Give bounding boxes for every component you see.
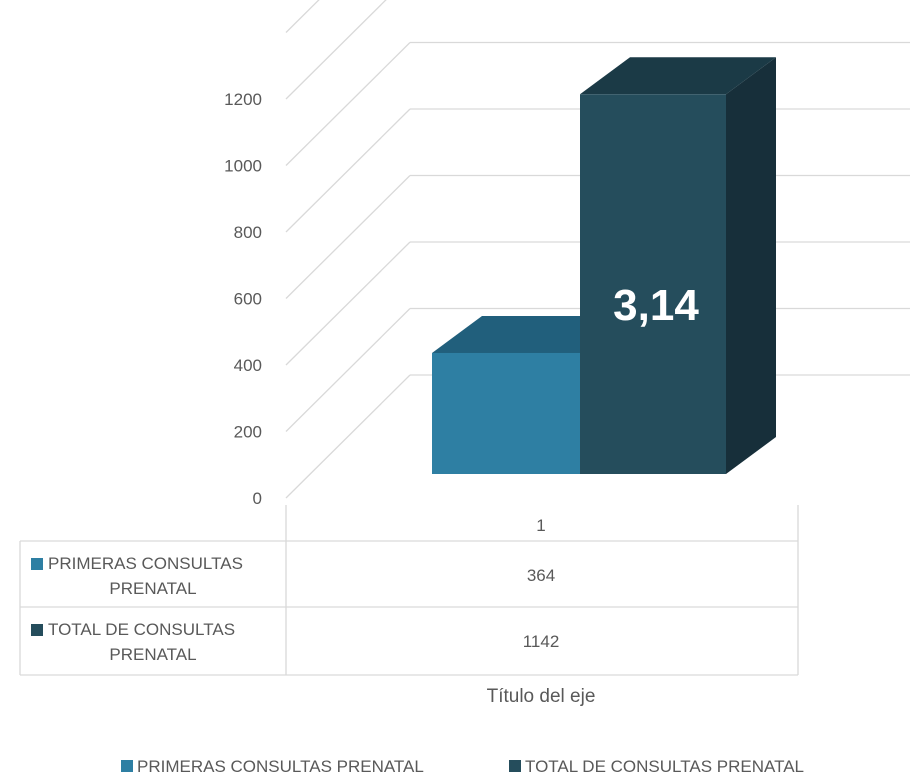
gridline bbox=[285, 241, 411, 366]
legend-swatch bbox=[121, 760, 133, 772]
gridline bbox=[285, 108, 411, 233]
gridline bbox=[285, 0, 387, 100]
legend-label: TOTAL DE CONSULTAS PRENATAL bbox=[525, 757, 804, 776]
bar-front bbox=[432, 352, 580, 474]
gridline bbox=[285, 175, 411, 299]
bar-top bbox=[580, 57, 776, 95]
x-axis-title: Título del eje bbox=[487, 686, 596, 707]
gridline bbox=[285, 42, 411, 166]
y-tick-label: 1000 bbox=[224, 157, 262, 176]
table-legend-swatch bbox=[31, 624, 43, 636]
bar-front bbox=[580, 94, 726, 474]
table-row-label: PRENATAL bbox=[109, 645, 196, 664]
gridline bbox=[285, 374, 411, 499]
legend-swatch bbox=[509, 760, 521, 772]
annotation-label: 3,14 bbox=[613, 281, 699, 330]
bars bbox=[432, 57, 776, 474]
gridline bbox=[285, 0, 320, 33]
y-tick-label: 1200 bbox=[224, 90, 262, 109]
y-tick-label: 200 bbox=[234, 423, 262, 442]
bar-side bbox=[726, 57, 776, 474]
y-tick-label: 800 bbox=[234, 223, 262, 242]
table-category-label: 1 bbox=[536, 516, 545, 535]
gridline bbox=[285, 308, 411, 432]
y-tick-label: 600 bbox=[234, 290, 262, 309]
y-tick-label: 400 bbox=[234, 356, 262, 375]
bar-series-2 bbox=[580, 57, 776, 474]
data-table: 1 PRIMERAS CONSULTAS PRENATAL 364 TOTAL DE C… bbox=[19, 505, 799, 676]
table-row-label: TOTAL DE CONSULTAS bbox=[48, 620, 235, 639]
table-row-label: PRENATAL bbox=[109, 579, 196, 598]
table-row-label: PRIMERAS CONSULTAS bbox=[48, 554, 243, 573]
legend-label: PRIMERAS CONSULTAS PRENATAL bbox=[137, 757, 424, 776]
table-row-value: 364 bbox=[527, 566, 555, 585]
y-axis: 0 200 400 600 800 1000 1200 bbox=[224, 90, 262, 508]
y-tick-label: 0 bbox=[253, 489, 262, 508]
table-row-value: 1142 bbox=[523, 632, 560, 651]
legend: PRIMERAS CONSULTAS PRENATAL TOTAL DE CONS… bbox=[121, 757, 804, 776]
table-legend-swatch bbox=[31, 558, 43, 570]
